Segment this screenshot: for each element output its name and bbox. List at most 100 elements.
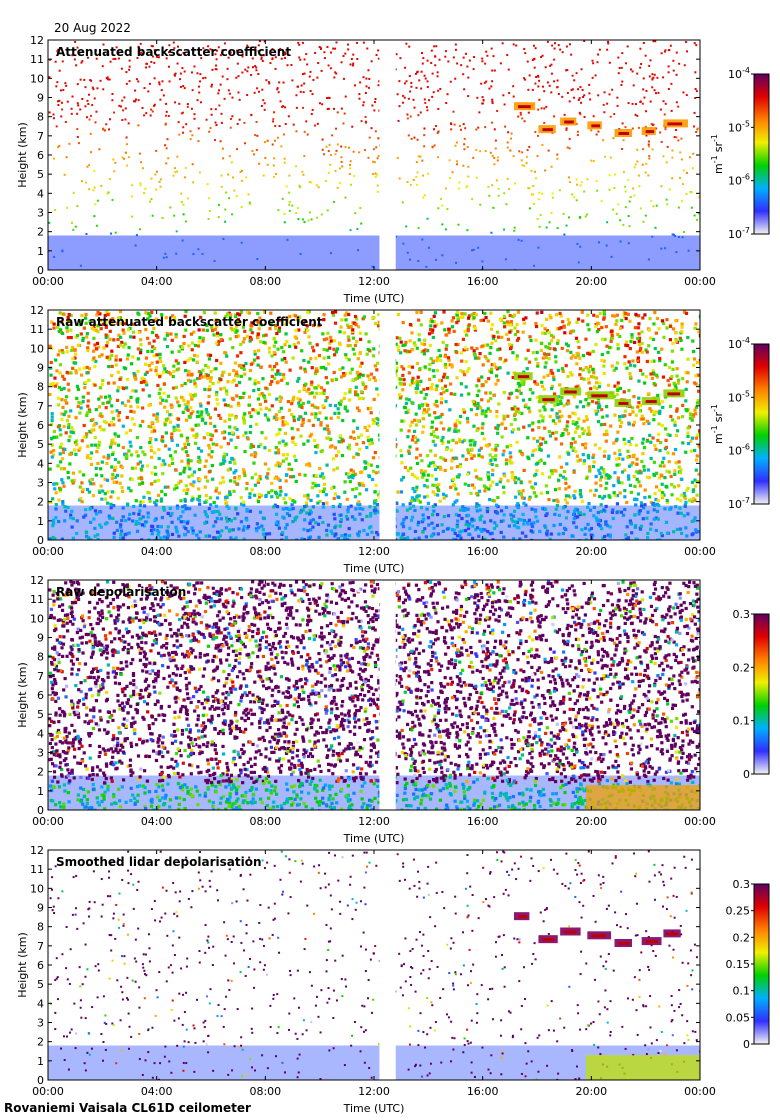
panel-title: Raw depolarisation <box>56 585 186 599</box>
y-tick-label: 4 <box>37 997 44 1010</box>
cloud-core <box>517 375 530 379</box>
colorbar-unit: m-1sr-1 <box>710 134 725 174</box>
y-tick-label: 7 <box>37 670 44 683</box>
colorbar-tick-label: 0 <box>743 1038 750 1051</box>
y-tick-label: 10 <box>30 342 44 355</box>
colorbar <box>753 343 770 505</box>
panel-4: Smoothed lidar depolarisation01234567891… <box>16 844 770 1115</box>
colorbar <box>753 883 770 1045</box>
y-tick-label: 11 <box>30 863 44 876</box>
x-tick-label: 04:00 <box>141 545 173 558</box>
x-tick-label: 20:00 <box>575 1085 607 1098</box>
y-tick-label: 8 <box>37 111 44 124</box>
x-tick-label: 08:00 <box>249 275 281 288</box>
heatmap-field <box>48 580 700 810</box>
colorbar-tick-label: 0.15 <box>726 958 751 971</box>
y-tick-label: 4 <box>37 187 44 200</box>
data-gap <box>379 310 396 540</box>
date-label: 20 Aug 2022 <box>54 21 131 35</box>
colorbar-tick-label: 0.3 <box>733 608 751 621</box>
x-tick-label: 20:00 <box>575 275 607 288</box>
x-tick-label: 00:00 <box>684 275 716 288</box>
data-gap <box>379 40 396 270</box>
y-tick-label: 9 <box>37 902 44 915</box>
y-tick-label: 0 <box>37 804 44 817</box>
x-tick-label: 12:00 <box>358 1085 390 1098</box>
x-axis-label: Time (UTC) <box>343 832 405 845</box>
y-tick-label: 10 <box>30 612 44 625</box>
y-axis-label: Height (km) <box>16 122 29 188</box>
y-tick-label: 12 <box>30 304 44 317</box>
cloud-core <box>591 394 608 398</box>
colorbar-tick-label: 10-7 <box>728 226 750 241</box>
colorbar-unit: m-1sr-1 <box>710 404 725 444</box>
y-tick-label: 9 <box>37 632 44 645</box>
x-tick-label: 16:00 <box>467 815 499 828</box>
y-tick-label: 11 <box>30 53 44 66</box>
y-tick-label: 3 <box>37 207 44 220</box>
heatmap-field <box>48 40 700 270</box>
y-tick-label: 1 <box>37 515 44 528</box>
x-tick-label: 08:00 <box>249 545 281 558</box>
x-axis-label: Time (UTC) <box>343 292 405 305</box>
data-gap <box>379 580 396 810</box>
cloud-core <box>517 915 528 919</box>
heatmap-field <box>48 850 700 1080</box>
x-tick-label: 16:00 <box>467 545 499 558</box>
colorbar-tick-label: 10-6 <box>728 443 750 458</box>
cloud-core <box>667 122 683 126</box>
y-tick-label: 7 <box>37 400 44 413</box>
plot-background <box>48 40 700 270</box>
y-tick-label: 6 <box>37 419 44 432</box>
cloud-core <box>645 400 657 404</box>
cloud-core <box>618 942 630 945</box>
y-axis-label: Height (km) <box>16 662 29 728</box>
colorbar <box>753 613 770 775</box>
heatmap-field <box>48 310 700 540</box>
y-tick-label: 2 <box>37 226 44 239</box>
y-tick-label: 12 <box>30 34 44 47</box>
cloud-core <box>618 402 629 405</box>
colorbar-tick-label: 10-6 <box>728 173 750 188</box>
panel-1: Attenuated backscatter coefficient 0 12 3 4 5… <box>16 34 770 305</box>
y-tick-label: 7 <box>37 130 44 143</box>
colorbar-tick-label: 0.25 <box>726 905 751 918</box>
y-tick-label: 9 <box>37 92 44 105</box>
y-tick-label: 8 <box>37 921 44 934</box>
cloud-core <box>591 124 601 128</box>
x-tick-label: 12:00 <box>358 815 390 828</box>
y-axis-label: Height (km) <box>16 932 29 998</box>
y-tick-label: 0 <box>37 264 44 277</box>
x-tick-label: 12:00 <box>358 545 390 558</box>
high-depol-region <box>585 785 700 810</box>
colorbar-tick-label: 10-5 <box>728 389 750 404</box>
x-tick-label: 04:00 <box>141 1085 173 1098</box>
x-tick-label: 12:00 <box>358 275 390 288</box>
colorbar-tick-label: 0.2 <box>733 661 751 674</box>
x-tick-label: 00:00 <box>32 545 64 558</box>
y-tick-label: 5 <box>37 978 44 991</box>
y-tick-label: 3 <box>37 1017 44 1030</box>
y-tick-label: 3 <box>37 747 44 760</box>
cloud-core <box>564 930 577 934</box>
y-tick-label: 2 <box>37 1036 44 1049</box>
colorbar-tick-label: 10-4 <box>728 66 750 81</box>
x-tick-label: 16:00 <box>467 275 499 288</box>
x-tick-label: 00:00 <box>684 545 716 558</box>
cloud-core <box>564 120 574 124</box>
cloud-core <box>591 934 606 938</box>
cloud-core <box>517 105 531 109</box>
panel-title: Attenuated backscatter coefficient <box>56 45 291 59</box>
x-tick-label: 16:00 <box>467 1085 499 1098</box>
y-tick-label: 9 <box>37 362 44 375</box>
y-tick-label: 1 <box>37 1055 44 1068</box>
y-tick-label: 11 <box>30 323 44 336</box>
panel-title: Raw attenuated backscatter coefficient <box>56 315 323 329</box>
y-tick-label: 12 <box>30 574 44 587</box>
x-tick-label: 04:00 <box>141 275 173 288</box>
y-tick-label: 5 <box>37 168 44 181</box>
x-tick-label: 08:00 <box>249 815 281 828</box>
y-tick-label: 2 <box>37 766 44 779</box>
colorbar <box>753 73 770 235</box>
